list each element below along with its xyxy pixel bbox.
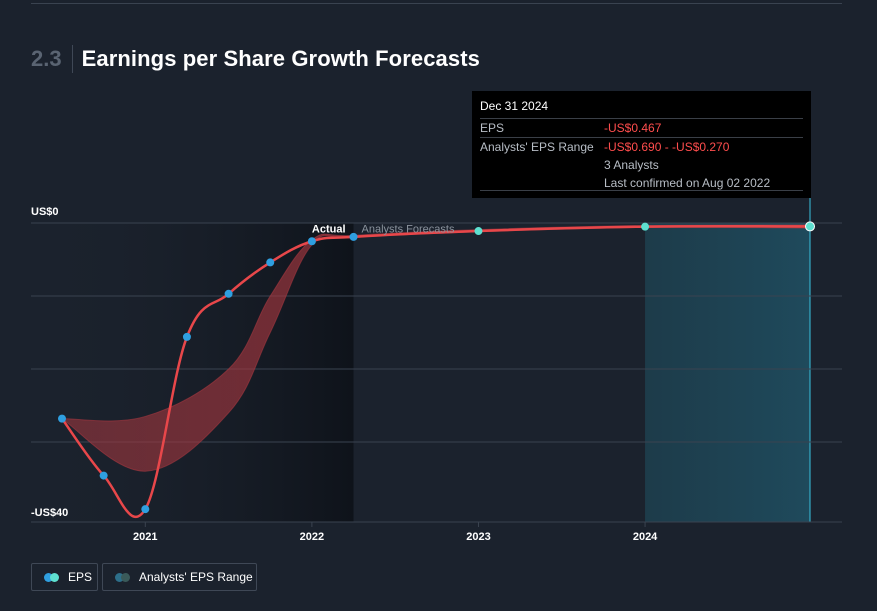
tooltip-eps-label: EPS (480, 121, 505, 135)
x-tick-label: 2021 (133, 531, 157, 543)
y-tick-label-bottom: -US$40 (31, 507, 68, 519)
eps-forecast-point (641, 222, 650, 231)
eps-forecast-point (474, 227, 483, 236)
tooltip-eps-value: -US$0.467 (604, 121, 662, 135)
eps-actual-point (182, 332, 191, 341)
x-tick-label: 2023 (466, 531, 490, 543)
tooltip-eps-row: EPS -US$0.467 (480, 118, 803, 137)
section-number: 2.3 (31, 46, 62, 71)
tooltip-analysts-row: 3 Analysts (480, 156, 803, 174)
actual-annotation: Actual (312, 223, 346, 235)
eps-actual-point (58, 414, 66, 423)
forecast-annotation: Analysts Forecasts (362, 223, 455, 235)
legend-range-label: Analysts' EPS Range (139, 570, 253, 584)
x-tick-label: 2024 (633, 531, 658, 543)
tooltip-date: Dec 31 2024 (480, 99, 549, 113)
section-header: 2.3 Earnings per Share Growth Forecasts (31, 44, 480, 74)
eps-actual-point (224, 289, 233, 298)
eps-line (60, 224, 811, 519)
tooltip-confirmed: Last confirmed on Aug 02 2022 (604, 176, 771, 190)
eps-actual-point (99, 471, 108, 480)
tooltip-confirmed-row: Last confirmed on Aug 02 2022 (480, 174, 803, 192)
eps-legend-icon (44, 572, 59, 582)
x-tick-label: 2022 (300, 531, 324, 543)
eps-actual-point (349, 232, 358, 241)
legend-range-button[interactable]: Analysts' EPS Range (102, 563, 257, 591)
range-legend-icon (115, 572, 130, 582)
tooltip-range-label: Analysts' EPS Range (480, 140, 594, 154)
data-tooltip: Dec 31 2024 EPS -US$0.467 Analysts' EPS … (472, 91, 811, 198)
legend-eps-button[interactable]: EPS (31, 563, 98, 591)
forecast-highlight-band (645, 223, 810, 522)
section-divider (71, 45, 73, 73)
eps-actual-point (307, 237, 316, 246)
section-title: Earnings per Share Growth Forecasts (81, 46, 480, 71)
eps-actual-point (141, 505, 150, 514)
tooltip-analysts: 3 Analysts (604, 158, 659, 172)
actual-period-shade (31, 223, 354, 522)
y-tick-label-top: US$0 (31, 206, 59, 218)
top-divider (31, 3, 842, 4)
eps-actual-point (266, 258, 275, 267)
tooltip-bottom-rule (480, 190, 803, 191)
tooltip-range-value: -US$0.690 - -US$0.270 (604, 140, 730, 154)
legend-eps-label: EPS (68, 570, 93, 584)
eps-forecast-point (805, 221, 815, 232)
tooltip-range-row: Analysts' EPS Range -US$0.690 - -US$0.27… (480, 137, 803, 156)
